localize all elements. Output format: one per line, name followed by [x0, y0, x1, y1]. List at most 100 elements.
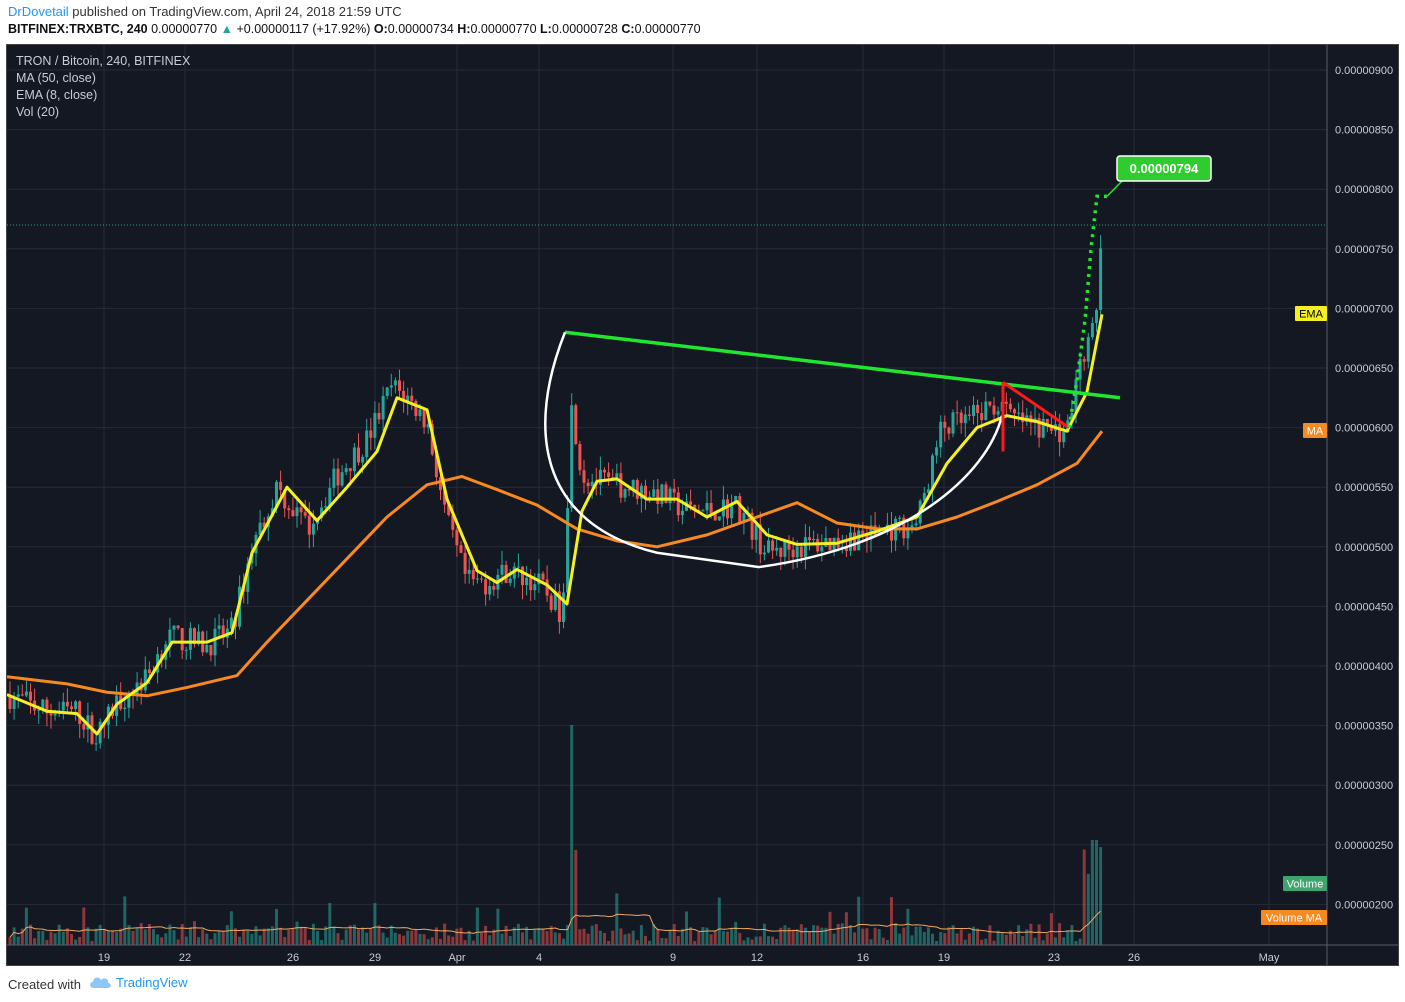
volume-bar	[525, 926, 529, 945]
candle-body	[890, 524, 893, 541]
volume-bar	[131, 930, 135, 945]
candle-body	[393, 380, 397, 386]
candle-body	[668, 488, 672, 504]
chart-area[interactable]: 0.00000900 0.00000850 0.00000800 0.00000750…	[6, 44, 1399, 966]
ema-badge-bg	[1295, 306, 1327, 321]
volume-bar	[234, 928, 237, 945]
volume-bar	[332, 926, 336, 945]
candle-body	[37, 709, 41, 711]
candle-body	[352, 447, 356, 472]
candle-body	[480, 578, 483, 580]
candle-body	[467, 569, 471, 574]
tradingview-brand[interactable]: TradingView	[88, 974, 188, 990]
candle-body	[967, 414, 971, 416]
candle-body	[590, 481, 594, 487]
candle-body	[459, 545, 463, 553]
candle-body	[627, 489, 631, 491]
candle-body	[553, 591, 557, 610]
volume-bar	[689, 927, 693, 945]
volume-bar	[299, 926, 303, 945]
volume-bar	[869, 939, 873, 945]
volume-bar	[164, 933, 168, 945]
volume-bar	[49, 931, 53, 945]
volume-bar	[193, 921, 196, 945]
candle-body	[1082, 359, 1086, 362]
volume-bar	[615, 893, 619, 945]
candle-body	[471, 569, 475, 580]
candle-body	[1013, 409, 1016, 414]
volume-bar	[607, 940, 611, 945]
candle-body	[521, 566, 524, 586]
volume-bar	[459, 927, 463, 945]
candle-body	[172, 625, 176, 630]
legend-ma[interactable]: MA (50, close)	[16, 71, 96, 85]
volume-bar	[984, 938, 988, 945]
volume-bar	[455, 928, 459, 945]
candle-body	[795, 546, 799, 558]
volume-bar	[812, 925, 816, 945]
candle-body	[586, 482, 590, 487]
volume-bar	[541, 928, 545, 945]
candle-body	[373, 412, 377, 438]
author-link[interactable]: DrDovetail	[8, 4, 69, 19]
volume-bar	[1013, 933, 1016, 945]
candle-body	[385, 387, 389, 396]
volume-bar	[229, 911, 233, 945]
volume-bar	[726, 931, 729, 945]
candle-body	[537, 573, 541, 585]
candle-body	[414, 400, 418, 417]
time-tick-label: 26	[287, 952, 299, 964]
ema-line	[7, 314, 1104, 736]
candle-body	[775, 547, 779, 551]
volume-bar	[992, 940, 996, 945]
candle-body	[1090, 323, 1094, 338]
candle-body	[656, 489, 660, 504]
candle-body	[849, 532, 852, 551]
candle-body	[771, 540, 775, 551]
candle-body	[631, 480, 635, 491]
candle-body	[713, 513, 717, 521]
candle-body	[82, 723, 86, 730]
candle-body	[1049, 426, 1053, 431]
volume-bar	[143, 929, 147, 945]
volume-bar	[959, 929, 963, 945]
legend-vol[interactable]: Vol (20)	[16, 105, 60, 119]
volume-bar	[500, 933, 504, 945]
volume-bar	[890, 897, 893, 945]
candle-body	[348, 468, 352, 472]
tradingview-cloud-icon	[90, 977, 111, 988]
candle-body	[734, 496, 738, 504]
candle-body	[730, 503, 734, 519]
ma-line	[7, 430, 1104, 698]
tradingview-link[interactable]: TradingView	[116, 974, 188, 990]
volume-bar	[123, 896, 127, 945]
legend-ema[interactable]: EMA (8, close)	[16, 88, 98, 102]
volume-bar	[631, 930, 635, 945]
volume-bar	[279, 927, 283, 945]
volume-bar	[902, 927, 906, 945]
candle-body	[676, 492, 680, 516]
volume-bar	[996, 930, 1000, 945]
candle-body	[447, 504, 451, 516]
time-tick-label: 4	[536, 952, 542, 964]
volume-bar	[603, 933, 606, 945]
volume-bar	[172, 930, 176, 945]
candle-body	[320, 507, 324, 519]
volume-bar	[496, 908, 500, 945]
volume-bar	[1033, 937, 1037, 945]
volume-bar	[1045, 933, 1049, 945]
candle-body	[516, 566, 520, 568]
volume-bar	[94, 928, 98, 945]
volume-bar	[480, 932, 483, 945]
candle-body	[74, 701, 78, 710]
candle-body	[922, 492, 926, 501]
volume-bar	[824, 927, 828, 945]
volume-bar	[197, 937, 201, 945]
price-tick-label: 0.00000400	[1335, 661, 1393, 673]
volume-bar	[730, 927, 734, 945]
candle-body	[344, 468, 348, 473]
volume-bar	[225, 925, 229, 945]
candle-body	[291, 510, 295, 517]
candle-body	[762, 552, 766, 555]
volume-bar	[619, 928, 623, 945]
